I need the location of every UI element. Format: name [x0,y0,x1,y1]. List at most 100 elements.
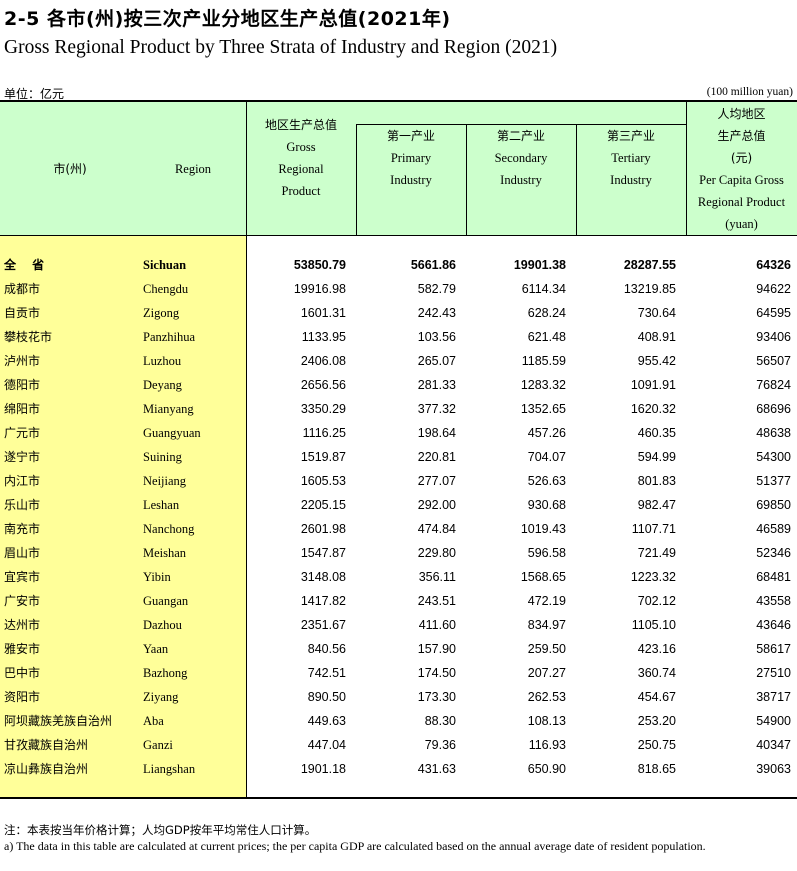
cell-per-capita: 58617 [756,642,791,656]
cell-primary: 157.90 [417,642,456,656]
cell-region-cn: 自贡市 [4,306,41,320]
cell-tertiary: 702.12 [637,594,676,608]
cell-grp: 449.63 [307,714,346,728]
table-row: 雅安市 Yaan 840.56 157.90 259.50 423.16 586… [0,637,797,661]
cell-region-en: Liangshan [143,762,196,776]
table-row: 资阳市 Ziyang 890.50 173.30 262.53 454.67 3… [0,685,797,709]
page-title-en: Gross Regional Product by Three Strata o… [4,37,558,58]
table-row: 南充市 Nanchong 2601.98 474.84 1019.43 1107… [0,517,797,541]
table-row: 泸州市 Luzhou 2406.08 265.07 1185.59 955.42… [0,349,797,373]
cell-secondary: 207.27 [527,666,566,680]
cell-tertiary: 408.91 [637,330,676,344]
cell-grp: 1547.87 [300,546,346,560]
table-row: 阿坝藏族羌族自治州 Aba 449.63 88.30 108.13 253.20… [0,709,797,733]
cell-region-cn: 达州市 [4,618,41,632]
cell-region-en: Ziyang [143,690,179,704]
cell-primary: 229.80 [417,546,456,560]
cell-region-en: Sichuan [143,258,187,272]
cell-grp: 2406.08 [300,354,346,368]
cell-primary: 174.50 [417,666,456,680]
cell-region-cn: 全 省 [4,258,51,272]
table-row: 凉山彝族自治州 Liangshan 1901.18 431.63 650.90 … [0,757,797,781]
table-row: 眉山市 Meishan 1547.87 229.80 596.58 721.49… [0,541,797,565]
cell-per-capita: 43558 [756,594,791,608]
cell-tertiary: 1107.71 [631,522,676,536]
cell-region-en: Panzhihua [143,330,196,344]
page-title-cn: 2-5 各市(州)按三次产业分地区生产总值(2021年) [4,8,451,30]
header-tertiary: 第三产业 Tertiary Industry [606,129,655,187]
cell-primary: 198.64 [417,426,456,440]
cell-region-cn: 乐山市 [4,498,41,512]
cell-region-en: Guangyuan [143,426,201,440]
cell-grp: 3350.29 [300,402,346,416]
table-row: 达州市 Dazhou 2351.67 411.60 834.97 1105.10… [0,613,797,637]
cell-primary: 265.07 [417,354,456,368]
table-row: 遂宁市 Suining 1519.87 220.81 704.07 594.99… [0,445,797,469]
cell-tertiary: 28287.55 [623,258,676,272]
cell-primary: 173.30 [417,690,456,704]
cell-region-en: Luzhou [143,354,182,368]
unit-label-en: (100 million yuan) [706,86,793,98]
cell-tertiary: 955.42 [637,354,676,368]
cell-primary: 292.00 [417,498,456,512]
table-row: 广安市 Guangan 1417.82 243.51 472.19 702.12… [0,589,797,613]
cell-secondary: 19901.38 [513,258,566,272]
cell-secondary: 834.97 [527,618,566,632]
table-row: 绵阳市 Mianyang 3350.29 377.32 1352.65 1620… [0,397,797,421]
cell-region-en: Leshan [143,498,180,512]
cell-secondary: 1283.32 [520,378,566,392]
grid-hline [356,124,686,125]
cell-secondary: 1568.65 [520,570,566,584]
table-row: 乐山市 Leshan 2205.15 292.00 930.68 982.47 … [0,493,797,517]
cell-region-en: Neijiang [143,474,187,488]
cell-tertiary: 818.65 [637,762,676,776]
cell-region-cn: 内江市 [4,474,41,488]
cell-region-cn: 绵阳市 [4,402,41,416]
cell-tertiary: 423.16 [637,642,676,656]
table-row: 德阳市 Deyang 2656.56 281.33 1283.32 1091.9… [0,373,797,397]
cell-grp: 1901.18 [300,762,346,776]
cell-grp: 2351.67 [300,618,346,632]
table-row: 宜宾市 Yibin 3148.08 356.11 1568.65 1223.32… [0,565,797,589]
unit-label-cn: 单位：亿元 [4,87,65,101]
footnote-cn: 注：本表按当年价格计算；人均GDP按年平均常住人口计算。 [4,823,317,837]
cell-region-en: Zigong [143,306,180,320]
cell-per-capita: 68696 [756,402,791,416]
cell-region-en: Bazhong [143,666,188,680]
cell-region-cn: 广安市 [4,594,41,608]
table-row: 甘孜藏族自治州 Ganzi 447.04 79.36 116.93 250.75… [0,733,797,757]
cell-primary: 431.63 [417,762,456,776]
cell-primary: 243.51 [417,594,456,608]
cell-region-cn: 甘孜藏族自治州 [4,738,89,752]
cell-region-cn: 凉山彝族自治州 [4,762,89,776]
cell-per-capita: 46589 [756,522,791,536]
cell-primary: 5661.86 [410,258,456,272]
cell-region-en: Aba [143,714,164,728]
table-row: 自贡市 Zigong 1601.31 242.43 628.24 730.64 … [0,301,797,325]
cell-grp: 1519.87 [300,450,346,464]
cell-region-en: Nanchong [143,522,195,536]
cell-per-capita: 43646 [756,618,791,632]
cell-per-capita: 76824 [756,378,791,392]
cell-region-cn: 宜宾市 [4,570,41,584]
header-per-capita: 人均地区 生产总值 (元) Per Capita Gross Regional … [697,107,786,231]
cell-primary: 411.60 [418,618,456,632]
cell-region-en: Yaan [143,642,169,656]
cell-region-cn: 巴中市 [4,666,41,680]
cell-per-capita: 38717 [756,690,791,704]
cell-region-en: Mianyang [143,402,194,416]
table-top-rule [0,100,797,102]
cell-per-capita: 56507 [756,354,791,368]
table-bottom-rule [0,797,797,799]
cell-secondary: 930.68 [527,498,566,512]
cell-primary: 79.36 [424,738,456,752]
cell-tertiary: 1105.10 [631,618,676,632]
cell-per-capita: 64326 [756,258,791,272]
cell-secondary: 262.53 [527,690,566,704]
cell-per-capita: 64595 [756,306,791,320]
cell-per-capita: 40347 [756,738,791,752]
cell-primary: 277.07 [417,474,456,488]
grid-vline [686,102,687,235]
cell-secondary: 621.48 [527,330,566,344]
cell-primary: 474.84 [417,522,456,536]
